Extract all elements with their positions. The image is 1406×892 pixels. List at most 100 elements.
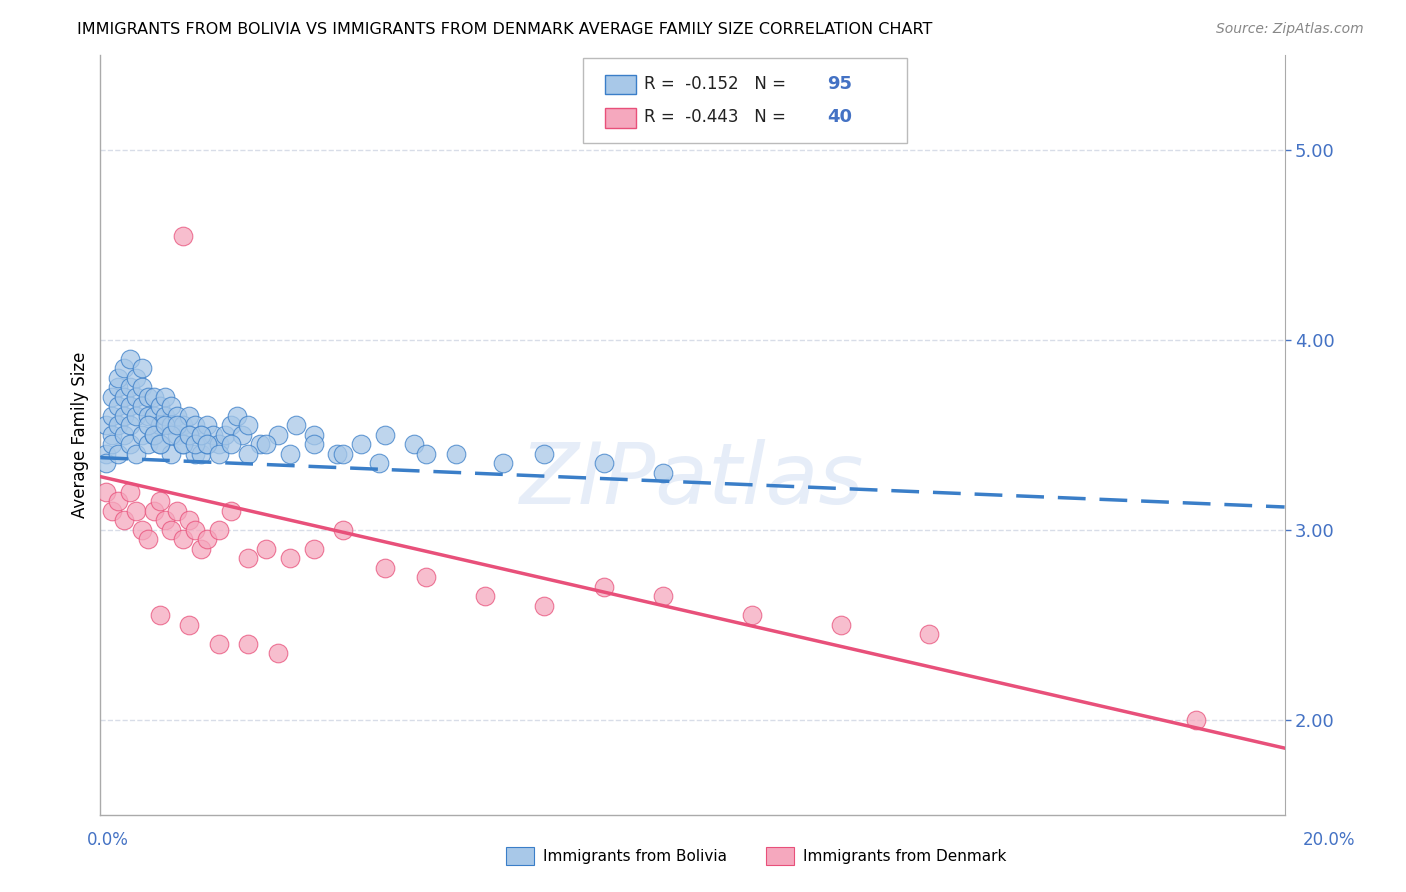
Point — [651, 466, 673, 480]
Point — [179, 513, 201, 527]
Point — [112, 427, 135, 442]
Point — [155, 418, 177, 433]
Point — [184, 418, 207, 433]
Point — [208, 637, 231, 651]
Point — [118, 418, 141, 433]
Point — [179, 617, 201, 632]
Point — [179, 427, 201, 442]
Point — [125, 409, 148, 423]
Point — [166, 427, 188, 442]
Point — [190, 427, 212, 442]
Point — [136, 533, 159, 547]
Point — [533, 447, 555, 461]
Point — [107, 371, 129, 385]
Point — [332, 447, 354, 461]
Point — [219, 437, 242, 451]
Point — [225, 409, 247, 423]
Point — [160, 400, 183, 414]
Point — [195, 533, 218, 547]
Point — [1184, 713, 1206, 727]
Point — [107, 447, 129, 461]
Point — [101, 390, 124, 404]
Point — [96, 484, 118, 499]
Point — [267, 646, 290, 660]
Point — [136, 390, 159, 404]
Point — [195, 418, 218, 433]
Point — [112, 513, 135, 527]
Point — [238, 637, 260, 651]
Point — [267, 427, 290, 442]
Point — [254, 437, 277, 451]
Point — [172, 533, 194, 547]
Point — [148, 437, 170, 451]
Point — [190, 447, 212, 461]
Point — [278, 447, 301, 461]
Point — [249, 437, 271, 451]
Point — [326, 447, 349, 461]
Text: ZIPatlas: ZIPatlas — [520, 439, 865, 522]
Point — [172, 418, 194, 433]
Point — [125, 447, 148, 461]
Point — [254, 541, 277, 556]
Point — [302, 437, 325, 451]
Point — [238, 551, 260, 566]
Text: R =  -0.443   N =: R = -0.443 N = — [644, 108, 792, 126]
Point — [166, 504, 188, 518]
Point — [148, 418, 170, 433]
Point — [190, 541, 212, 556]
Point — [201, 427, 224, 442]
Point — [118, 484, 141, 499]
Point — [238, 418, 260, 433]
Point — [374, 560, 396, 574]
Point — [131, 400, 153, 414]
Point — [278, 551, 301, 566]
Y-axis label: Average Family Size: Average Family Size — [72, 351, 89, 518]
Point — [136, 409, 159, 423]
Point — [125, 390, 148, 404]
Point — [195, 437, 218, 451]
Point — [332, 523, 354, 537]
Point — [172, 437, 194, 451]
Point — [96, 456, 118, 470]
Point — [160, 447, 183, 461]
Point — [142, 427, 165, 442]
Point — [179, 427, 201, 442]
Point — [350, 437, 373, 451]
Point — [184, 447, 207, 461]
Point — [131, 523, 153, 537]
Point — [492, 456, 515, 470]
Point — [160, 418, 183, 433]
Point — [166, 409, 188, 423]
Point — [367, 456, 389, 470]
Point — [592, 580, 614, 594]
Point — [148, 494, 170, 508]
Point — [302, 541, 325, 556]
Point — [302, 427, 325, 442]
Text: 40: 40 — [827, 108, 852, 126]
Point — [118, 437, 141, 451]
Point — [101, 437, 124, 451]
Point — [374, 427, 396, 442]
Point — [415, 447, 437, 461]
Point — [918, 627, 941, 641]
Point — [107, 494, 129, 508]
Point — [155, 409, 177, 423]
Point — [444, 447, 467, 461]
Point — [96, 447, 118, 461]
Point — [404, 437, 426, 451]
Point — [219, 504, 242, 518]
Point — [208, 523, 231, 537]
Point — [125, 504, 148, 518]
Point — [125, 371, 148, 385]
Point — [533, 599, 555, 613]
Point — [190, 427, 212, 442]
Point — [231, 427, 253, 442]
Point — [112, 409, 135, 423]
Point — [830, 617, 852, 632]
Point — [741, 608, 763, 623]
Point — [112, 390, 135, 404]
Text: 95: 95 — [827, 75, 852, 93]
Point — [101, 427, 124, 442]
Point — [148, 400, 170, 414]
Point — [142, 504, 165, 518]
